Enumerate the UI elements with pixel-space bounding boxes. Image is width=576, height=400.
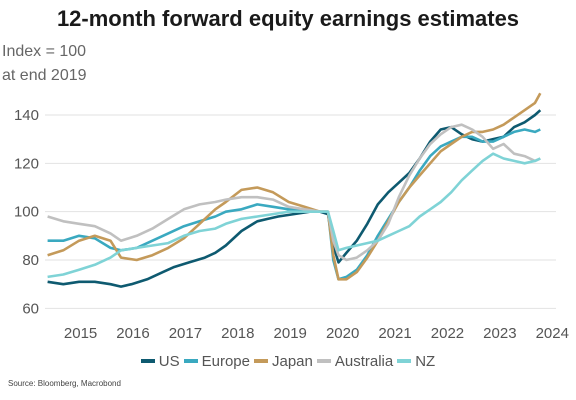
legend-item-australia: Australia bbox=[316, 352, 394, 370]
y-axis-label: Index = 100 at end 2019 bbox=[2, 43, 87, 84]
legend-label: Japan bbox=[271, 352, 313, 370]
x-tick-label: 2022 bbox=[431, 325, 464, 342]
series-line-nz bbox=[47, 152, 541, 279]
legend-label: Europe bbox=[201, 352, 250, 370]
legend-label: Australia bbox=[334, 352, 394, 370]
x-tick-label: 2019 bbox=[274, 325, 307, 342]
y-tick-label: 60 bbox=[22, 300, 39, 317]
legend-label: US bbox=[158, 352, 180, 370]
legend-swatch bbox=[397, 359, 412, 363]
y-tick-label: 140 bbox=[14, 107, 39, 124]
x-tick-label: 2017 bbox=[169, 325, 202, 342]
y-tick-label: 120 bbox=[14, 155, 39, 172]
x-tick-label: 2024 bbox=[536, 325, 569, 342]
x-tick-label: 2023 bbox=[483, 325, 516, 342]
y-tick-label: 80 bbox=[22, 252, 39, 269]
x-tick-label: 2015 bbox=[64, 325, 97, 342]
legend-swatch bbox=[253, 359, 268, 363]
x-tick-label: 2021 bbox=[378, 325, 411, 342]
legend-item-us: US bbox=[140, 352, 180, 370]
legend-swatch bbox=[316, 359, 331, 363]
source-note: Source: Bloomberg, Macrobond bbox=[8, 379, 121, 388]
series-line-australia bbox=[47, 123, 541, 262]
x-tick-label: 2018 bbox=[221, 325, 254, 342]
legend-swatch bbox=[140, 359, 155, 363]
legend-label: NZ bbox=[415, 352, 436, 370]
legend-item-nz: NZ bbox=[397, 353, 435, 370]
x-tick-label: 2016 bbox=[116, 325, 149, 342]
legend-swatch bbox=[183, 359, 198, 363]
legend-item-europe: Europe bbox=[183, 352, 250, 370]
chart-title: 12-month forward equity earnings estimat… bbox=[56, 6, 520, 31]
legend-item-japan: Japan bbox=[253, 352, 313, 370]
x-tick-label: 2020 bbox=[326, 325, 359, 342]
legend: US Europe Japan Australia NZ bbox=[0, 350, 576, 370]
y-tick-label: 100 bbox=[14, 204, 39, 221]
